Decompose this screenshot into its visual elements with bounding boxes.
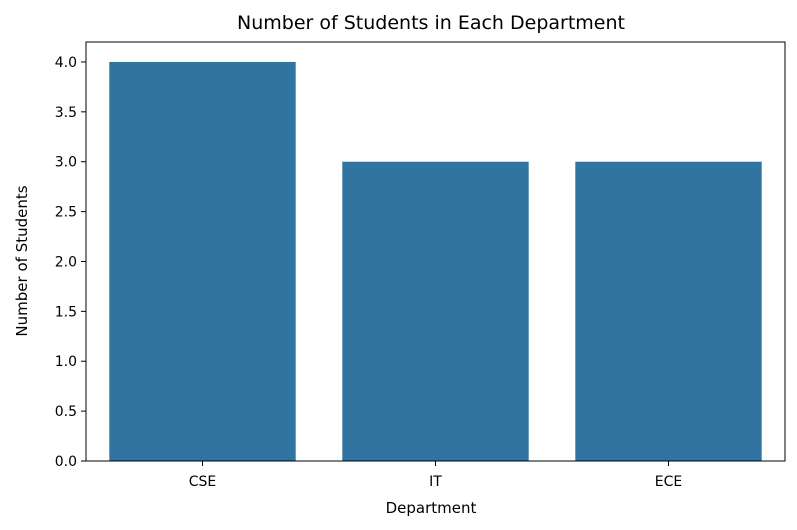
y-axis-ticks: 0.0 0.5 1.0 1.5 2.0 2.5 3.0 3.5 4.0 [55,55,86,470]
y-tick-label: 4.0 [55,55,77,71]
x-tick-label: ECE [655,474,682,490]
bar-ece [575,161,762,461]
y-tick-label: 2.0 [55,254,77,270]
y-tick-label: 3.0 [55,155,77,171]
y-tick-label: 1.0 [55,354,77,370]
bar-it [342,161,529,461]
y-axis-label: Number of Students [13,185,31,336]
x-tick-label: IT [429,474,442,490]
bar-cse [109,61,296,461]
plot-frame [85,41,786,462]
y-tick-label: 3.5 [55,105,77,121]
chart-title: Number of Students in Each Department [237,12,625,34]
bars-group [109,61,762,461]
x-axis-ticks: CSE IT ECE [189,461,682,490]
x-tick-label: CSE [189,474,217,490]
y-tick-label: 1.5 [55,304,77,320]
y-tick-label: 2.5 [55,205,77,221]
x-axis-label: Department [386,499,477,517]
y-tick-label: 0.0 [55,454,77,470]
y-tick-label: 0.5 [55,404,77,420]
